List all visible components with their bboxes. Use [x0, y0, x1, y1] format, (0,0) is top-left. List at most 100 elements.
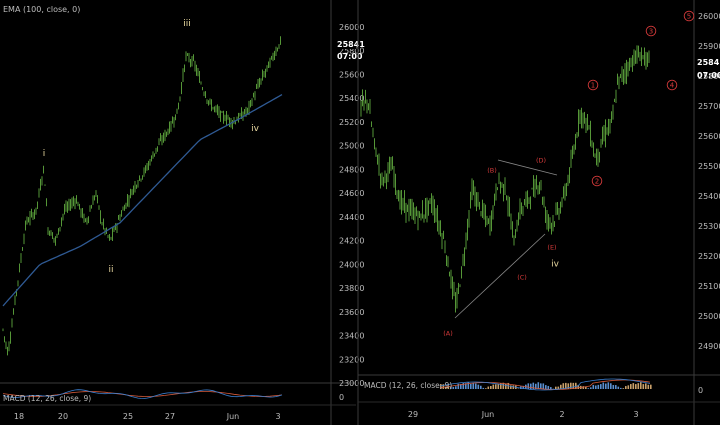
right-macd-histogram-bar	[532, 382, 535, 389]
right-macd-histogram-bar	[442, 384, 445, 389]
right-macd-histogram-bar	[490, 385, 492, 389]
right-macd-histogram-bar	[635, 384, 637, 389]
right-macd-histogram-bar	[590, 387, 592, 389]
left-x-tick-label: 20	[58, 412, 68, 421]
right-macd-histogram-bar	[572, 382, 575, 389]
right-macd-histogram-bar	[512, 385, 515, 389]
right-macd-histogram-bar	[620, 387, 622, 389]
right-macd-histogram-bar	[485, 388, 487, 389]
right-y-tick-label: 25300	[698, 222, 720, 231]
left-ema-line	[2, 94, 283, 307]
right-macd-histogram-bar	[482, 387, 485, 389]
right-wave-label: (C)	[517, 274, 527, 282]
right-macd-histogram-bar	[605, 383, 607, 389]
right-macd-histogram-bar	[575, 382, 577, 389]
right-macd-histogram-bar	[450, 386, 452, 389]
left-wave-label: iv	[251, 124, 260, 134]
right-macd-histogram-bar	[457, 383, 460, 389]
left-macd-zero-label: 0	[339, 393, 344, 402]
right-x-tick-label: 29	[408, 410, 418, 419]
left-y-tick-label: 23000	[339, 379, 364, 388]
left-x-tick-label: Jun	[226, 412, 240, 421]
right-macd-histogram-bar	[497, 384, 500, 389]
right-macd-histogram-bar	[495, 384, 497, 389]
right-wave-label: (B)	[487, 167, 497, 175]
right-macd-histogram-bar	[562, 383, 565, 389]
right-macd-histogram-bar	[500, 383, 502, 389]
left-wave-label: iii	[183, 19, 191, 29]
right-macd-pane	[439, 378, 652, 391]
right-y-tick-label: 26000	[698, 12, 720, 21]
left-y-tick-label: 25800	[339, 47, 364, 56]
left-y-tick-label: 23600	[339, 308, 364, 317]
right-time-badge: 07:00	[697, 71, 720, 80]
left-y-tick-label: 23400	[339, 332, 364, 341]
left-y-tick-label: 24200	[339, 237, 364, 246]
right-macd-histogram-bar	[475, 383, 477, 389]
right-macd-histogram-bar	[447, 386, 450, 389]
right-wave-label: 1	[591, 82, 595, 90]
right-macd-histogram-bar	[567, 383, 570, 389]
right-macd-histogram-bar	[547, 385, 550, 389]
right-wave-label: (D)	[536, 157, 546, 165]
wave-circle-icon	[666, 79, 678, 91]
right-macd-histogram-bar	[460, 384, 462, 389]
wave-circle-icon	[683, 10, 695, 22]
left-y-tick-label: 25600	[339, 70, 364, 79]
right-x-tick-label: Jun	[481, 410, 495, 419]
left-y-tick-label: 24000	[339, 260, 364, 269]
right-macd-histogram-bar	[467, 382, 470, 389]
left-y-tick-label: 24400	[339, 213, 364, 222]
right-wave-label: 4	[670, 82, 675, 90]
right-y-tick-label: 25900	[698, 42, 720, 51]
right-macd-histogram-bar	[565, 382, 567, 389]
right-chart-panel: 2600025900258002570025600255002540025300…	[357, 0, 720, 425]
right-macd-histogram-bar	[637, 383, 640, 389]
right-macd-histogram-bar	[545, 385, 547, 389]
triangle-upper-trendline	[497, 159, 558, 176]
right-macd-histogram-bar	[617, 386, 620, 389]
right-wave-label: (A)	[443, 330, 453, 338]
right-macd-histogram-bar	[477, 384, 480, 389]
right-macd-histogram-bar	[615, 385, 617, 389]
right-macd-histogram-bar	[542, 383, 545, 389]
right-macd-histogram-bar	[440, 384, 442, 389]
right-macd-histogram-bar	[622, 388, 625, 389]
right-macd-histogram-bar	[625, 386, 627, 389]
right-wave-label: (E)	[547, 244, 556, 252]
right-macd-histogram-bar	[630, 384, 632, 389]
right-macd-histogram-bar	[647, 384, 650, 389]
right-macd-histogram-bar	[577, 384, 580, 389]
wave-circle-icon	[591, 175, 603, 187]
left-wave-label: i	[43, 149, 46, 159]
right-y-tick-label: 25000	[698, 312, 720, 321]
right-macd-histogram-bar	[527, 383, 530, 389]
right-wave-label: 5	[687, 13, 691, 21]
right-macd-histogram-bar	[462, 382, 465, 389]
right-wave-labels: (A) (B) (C) (D) (E) iv 1 2 3 4 5	[443, 10, 695, 338]
left-y-tick-label: 24800	[339, 165, 364, 174]
right-macd-histogram-bar	[540, 383, 542, 389]
right-y-tick-label: 25100	[698, 282, 720, 291]
right-macd-histogram-bar	[502, 382, 505, 389]
wave-circle-icon	[587, 79, 599, 91]
right-macd-histogram-bar	[560, 384, 562, 389]
right-macd-histogram-bar	[600, 384, 602, 389]
left-x-tick-label: 25	[123, 412, 133, 421]
right-macd-histogram-bar	[592, 384, 595, 389]
left-macd-line	[2, 389, 283, 399]
right-y-tick-label: 25600	[698, 132, 720, 141]
right-macd-histogram-bar	[555, 386, 557, 389]
right-x-tick-label: 2	[559, 410, 564, 419]
right-y-tick-label: 25800	[698, 72, 720, 81]
right-macd-histogram-bar	[522, 385, 525, 389]
left-x-axis: 18 20 25 27 Jun 3	[14, 412, 281, 421]
right-macd-histogram-bar	[472, 382, 475, 389]
right-macd-signal-line	[439, 379, 651, 390]
left-macd-pane	[2, 389, 283, 399]
right-macd-histogram-bar	[570, 382, 572, 389]
right-y-tick-label: 25200	[698, 252, 720, 261]
left-macd-label: MACD (12, 26, close, 9)	[3, 394, 91, 403]
